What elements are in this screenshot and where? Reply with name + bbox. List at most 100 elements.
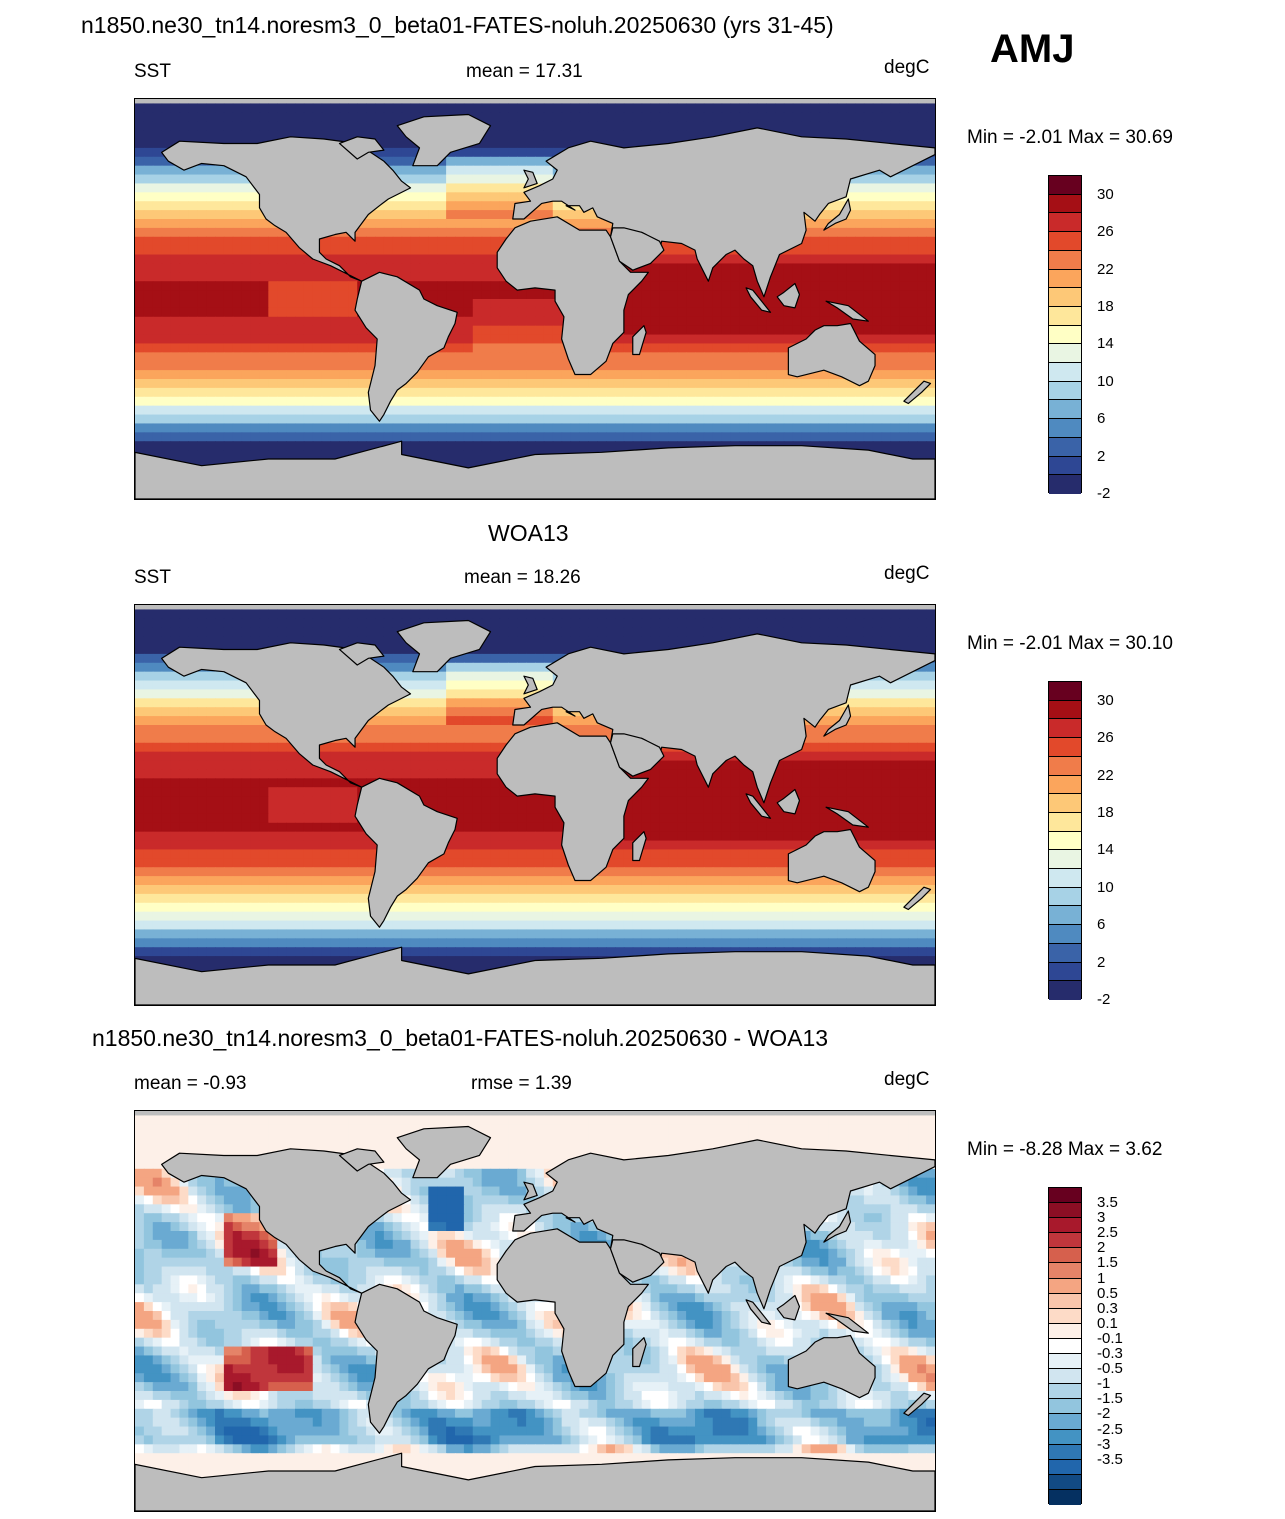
colorbar-swatch <box>1049 363 1081 382</box>
colorbar-swatch <box>1049 288 1081 307</box>
land-masses <box>135 113 935 499</box>
colorbar-swatch <box>1049 887 1081 907</box>
colorbar-tick-label: 14 <box>1097 841 1114 859</box>
panel-2-minmax: Min = -2.01 Max = 30.10 <box>967 633 1173 654</box>
colorbar-swatch <box>1049 232 1081 251</box>
colorbar-tick-label: 18 <box>1097 803 1114 821</box>
colorbar-swatch <box>1049 775 1081 795</box>
colorbar-swatch <box>1049 1233 1081 1249</box>
colorbar-tick-label: 0.3 <box>1097 1299 1118 1317</box>
colorbar-tick-label: 1 <box>1097 1269 1106 1287</box>
panel-2-variable: SST <box>134 567 171 588</box>
colorbar-tick-label: -2 <box>1097 485 1111 502</box>
panel-2-mean: mean = 18.26 <box>464 567 581 588</box>
colorbar-tick-label: 0.5 <box>1097 1284 1118 1302</box>
colorbar-tick-label: -3 <box>1097 1435 1111 1453</box>
panel-3-mean: mean = -0.93 <box>134 1073 247 1094</box>
colorbar-swatch <box>1049 1489 1081 1505</box>
colorbar-swatch <box>1049 1354 1081 1370</box>
colorbar-swatch <box>1049 906 1081 926</box>
colorbar-tick-label: -1.5 <box>1097 1390 1123 1408</box>
colorbar-swatch <box>1049 1188 1081 1204</box>
colorbar-tick-label: 2 <box>1097 1239 1106 1257</box>
colorbar-swatch <box>1049 719 1081 739</box>
colorbar-tick-label: 14 <box>1097 335 1114 353</box>
colorbar-swatch <box>1049 194 1081 214</box>
colorbar-swatch <box>1049 344 1081 364</box>
colorbar-tick-label: 6 <box>1097 410 1106 428</box>
colorbar-swatch <box>1049 1414 1081 1430</box>
panel-1-variable: SST <box>134 61 171 82</box>
colorbar-swatch <box>1049 1429 1081 1445</box>
land-masses <box>135 619 935 1005</box>
panel-3-minmax: Min = -8.28 Max = 3.62 <box>967 1139 1163 1160</box>
colorbar-swatch <box>1049 1369 1081 1385</box>
colorbar-swatch <box>1049 1399 1081 1415</box>
colorbar-tick-label: -1 <box>1097 1375 1111 1393</box>
colorbar-tick-label: -2 <box>1097 1405 1111 1423</box>
panel-2-units: degC <box>884 563 930 584</box>
colorbar-swatch <box>1049 1444 1081 1460</box>
colorbar-swatch <box>1049 1308 1081 1324</box>
colorbar-swatch <box>1049 1474 1081 1490</box>
colorbar-swatch <box>1049 250 1081 270</box>
panel-1-map <box>134 98 936 500</box>
colorbar-tick-label: 3.5 <box>1097 1194 1118 1212</box>
colorbar-swatch <box>1049 831 1081 851</box>
colorbar-swatch <box>1049 437 1081 457</box>
colorbar-swatch <box>1049 419 1081 438</box>
panel-3-rmse: rmse = 1.39 <box>471 1073 572 1094</box>
colorbar-swatch <box>1049 812 1081 832</box>
colorbar-swatch <box>1049 325 1081 345</box>
colorbar-swatch <box>1049 682 1081 701</box>
colorbar-swatch <box>1049 738 1081 757</box>
colorbar-swatch <box>1049 756 1081 776</box>
colorbar-tick-label: -2 <box>1097 991 1111 1008</box>
colorbar-tick-label: 30 <box>1097 691 1114 709</box>
colorbar-swatch <box>1049 1459 1081 1475</box>
colorbar-swatch <box>1049 850 1081 870</box>
panel-1-title: n1850.ne30_tn14.noresm3_0_beta01-FATES-n… <box>81 12 834 38</box>
colorbar-swatch <box>1049 1218 1081 1234</box>
colorbar-swatch <box>1049 1323 1081 1339</box>
colorbar-swatch <box>1049 869 1081 888</box>
colorbar-tick-label: 1.5 <box>1097 1254 1118 1272</box>
colorbar-swatch <box>1049 269 1081 289</box>
colorbar-swatch <box>1049 1203 1081 1219</box>
colorbar-swatch <box>1049 381 1081 401</box>
colorbar-swatch <box>1049 400 1081 420</box>
colorbar-swatch <box>1049 1384 1081 1400</box>
colorbar-swatch <box>1049 981 1081 1000</box>
panel-2-title: WOA13 <box>488 520 569 546</box>
colorbar-tick-label: 22 <box>1097 260 1114 278</box>
season-label: AMJ <box>990 27 1075 71</box>
colorbar-tick-label: 0.1 <box>1097 1314 1118 1332</box>
colorbar-tick-label: -0.3 <box>1097 1345 1123 1363</box>
panel-3-map <box>134 1110 936 1512</box>
colorbar-swatch <box>1049 306 1081 326</box>
colorbar-tick-label: -0.1 <box>1097 1329 1123 1347</box>
colorbar-swatch <box>1049 700 1081 720</box>
colorbar-swatch <box>1049 943 1081 963</box>
colorbar-swatch <box>1049 1263 1081 1279</box>
panel-3-colorbar <box>1048 1187 1082 1505</box>
colorbar-tick-label: 3 <box>1097 1209 1106 1227</box>
colorbar-tick-label: 10 <box>1097 372 1114 390</box>
colorbar-tick-label: 2 <box>1097 953 1106 971</box>
colorbar-swatch <box>1049 1278 1081 1294</box>
colorbar-tick-label: 18 <box>1097 297 1114 315</box>
colorbar-tick-label: 2.5 <box>1097 1224 1118 1242</box>
panel-1-mean: mean = 17.31 <box>466 61 583 82</box>
panel-2-map <box>134 604 936 1006</box>
colorbar-swatch <box>1049 475 1081 494</box>
colorbar-tick-label: 2 <box>1097 447 1106 465</box>
colorbar-swatch <box>1049 794 1081 813</box>
colorbar-tick-label: 30 <box>1097 185 1114 203</box>
colorbar-swatch <box>1049 176 1081 195</box>
colorbar-tick-label: 6 <box>1097 916 1106 934</box>
colorbar-tick-label: 26 <box>1097 729 1114 747</box>
colorbar-swatch <box>1049 962 1081 982</box>
panel-1-colorbar <box>1048 175 1082 494</box>
colorbar-swatch <box>1049 1338 1081 1355</box>
land-masses <box>135 1125 935 1511</box>
